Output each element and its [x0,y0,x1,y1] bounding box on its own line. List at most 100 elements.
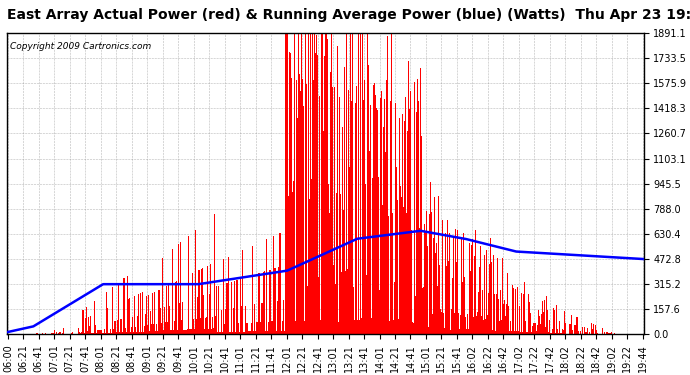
Bar [516,332,517,334]
Bar [133,332,134,334]
Bar [179,330,180,334]
Bar [396,167,397,334]
Bar [585,332,586,334]
Bar [81,328,82,334]
Bar [540,324,541,334]
Bar [369,152,370,334]
Bar [121,319,122,334]
Bar [120,320,121,334]
Bar [317,317,318,334]
Bar [597,333,598,334]
Bar [158,290,159,334]
Bar [421,136,422,334]
Bar [350,33,351,334]
Bar [140,293,141,334]
Bar [447,220,448,334]
Bar [429,214,431,334]
Bar [295,321,296,334]
Bar [125,327,126,334]
Bar [268,321,269,334]
Bar [508,306,509,334]
Bar [54,330,55,334]
Bar [446,266,447,334]
Bar [202,268,203,334]
Bar [529,302,530,334]
Bar [557,318,558,334]
Bar [148,295,150,334]
Bar [119,332,120,334]
Bar [250,332,251,334]
Bar [408,61,409,334]
Bar [220,332,221,334]
Bar [482,290,483,334]
Bar [211,328,212,334]
Bar [285,33,286,334]
Bar [278,267,279,334]
Bar [411,230,412,334]
Bar [477,312,478,334]
Bar [403,207,404,334]
Bar [259,322,261,334]
Bar [291,78,292,334]
Bar [282,321,283,334]
Bar [267,303,268,334]
Bar [570,324,571,334]
Bar [523,294,524,334]
Bar [86,307,87,334]
Bar [498,299,499,334]
Bar [252,246,253,334]
Bar [382,205,383,334]
Bar [547,310,549,334]
Bar [513,280,514,334]
Bar [197,297,198,334]
Bar [329,213,330,334]
Bar [357,124,359,334]
Bar [284,331,285,334]
Bar [453,237,454,334]
Bar [166,286,167,334]
Bar [423,286,424,334]
Bar [474,256,475,334]
Bar [151,324,152,334]
Bar [93,333,94,334]
Bar [467,314,468,334]
Bar [215,316,216,334]
Bar [102,333,103,334]
Bar [601,327,602,334]
Bar [478,291,479,334]
Bar [399,148,400,334]
Bar [91,333,92,334]
Bar [296,80,297,334]
Bar [340,194,341,334]
Bar [79,332,80,334]
Bar [227,283,228,334]
Bar [155,331,156,334]
Bar [239,279,241,334]
Bar [465,317,466,334]
Bar [327,39,328,334]
Bar [445,232,446,334]
Bar [266,239,267,334]
Bar [137,316,138,334]
Bar [52,333,53,334]
Bar [265,331,266,334]
Bar [380,98,381,334]
Bar [375,95,376,334]
Bar [145,314,146,334]
Bar [425,233,426,334]
Bar [335,284,336,334]
Bar [364,105,366,334]
Bar [439,197,440,334]
Bar [181,321,182,334]
Bar [437,286,438,334]
Bar [355,103,356,334]
Bar [575,325,576,334]
Bar [62,333,63,334]
Bar [97,330,98,334]
Bar [254,304,255,334]
Bar [187,330,188,334]
Bar [172,321,173,334]
Bar [522,332,523,334]
Bar [206,295,207,334]
Bar [353,287,354,334]
